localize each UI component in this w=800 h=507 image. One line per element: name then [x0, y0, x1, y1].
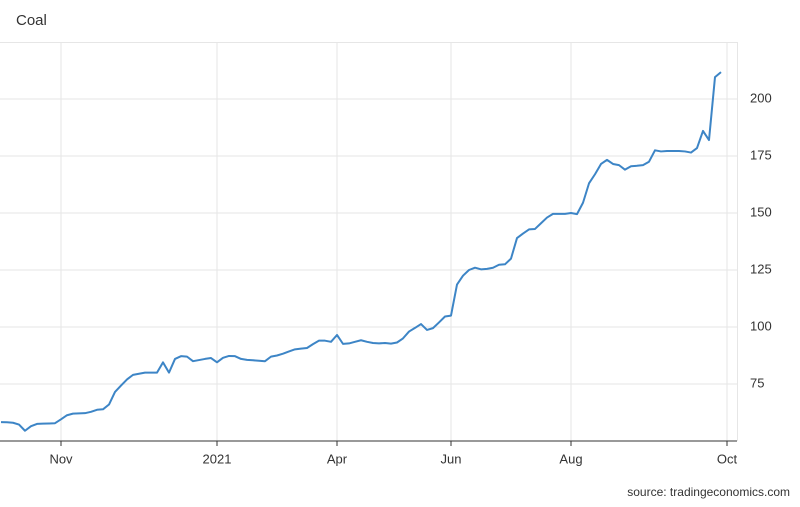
- x-tick-label: Oct: [717, 451, 738, 466]
- x-tick-label: Apr: [327, 451, 348, 466]
- x-tick-label: 2021: [203, 451, 232, 466]
- y-tick-label: 200: [750, 90, 772, 105]
- x-tick-label: Aug: [559, 451, 582, 466]
- y-tick-label: 75: [750, 375, 764, 390]
- y-tick-label: 100: [750, 318, 772, 333]
- x-tick-label: Jun: [441, 451, 462, 466]
- x-tick-label: Nov: [49, 451, 73, 466]
- line: [0, 71, 722, 432]
- chart-title: Coal: [16, 12, 47, 29]
- source: source: tradingeconomics.com: [627, 485, 790, 499]
- y-tick-label: 125: [750, 261, 772, 276]
- y-tick-label: 150: [750, 204, 772, 219]
- y-tick-label: 175: [750, 147, 772, 162]
